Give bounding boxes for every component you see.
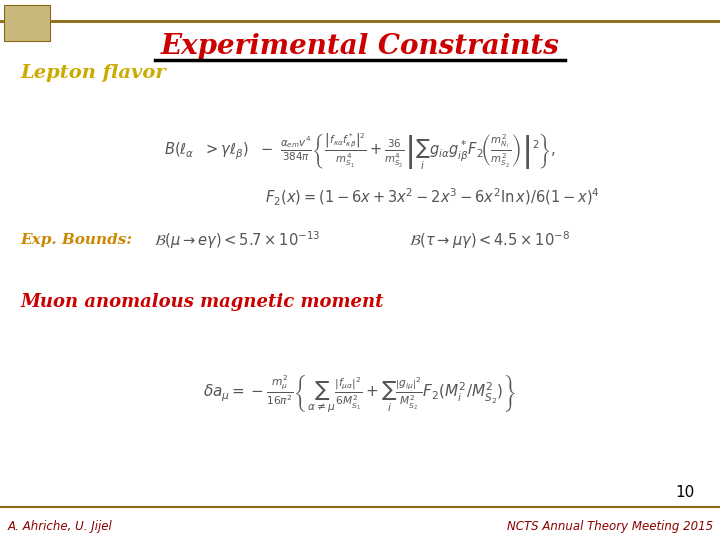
FancyBboxPatch shape: [4, 5, 50, 40]
Text: A. Ahriche, U. Jijel: A. Ahriche, U. Jijel: [7, 520, 112, 533]
Text: $\mathcal{B}(\mu \to e\gamma) < 5.7\times 10^{-13}$: $\mathcal{B}(\mu \to e\gamma) < 5.7\time…: [154, 230, 321, 251]
Text: Muon anomalous magnetic moment: Muon anomalous magnetic moment: [20, 293, 384, 312]
Text: $B(\ell_{\alpha}\ \ >\gamma\ell_{\beta})\ \ -\ \frac{\alpha_{em}v^4}{384\pi}\lef: $B(\ell_{\alpha}\ \ >\gamma\ell_{\beta})…: [164, 131, 556, 172]
Text: $\delta a_{\mu} = -\frac{m^2_{\mu}}{16\pi^2}\left\{\sum_{\alpha\neq\mu}\frac{\le: $\delta a_{\mu} = -\frac{m^2_{\mu}}{16\p…: [204, 374, 516, 415]
Text: $F_2(x) = (1 - 6x + 3x^2 - 2x^3 - 6x^2\ln x)/6(1-x)^4$: $F_2(x) = (1 - 6x + 3x^2 - 2x^3 - 6x^2\l…: [264, 186, 600, 208]
Text: $\mathcal{B}(\tau \to \mu\gamma) < 4.5\times 10^{-8}$: $\mathcal{B}(\tau \to \mu\gamma) < 4.5\t…: [409, 230, 570, 251]
Text: Experimental Constraints: Experimental Constraints: [161, 33, 559, 60]
Text: Lepton flavor: Lepton flavor: [20, 64, 166, 82]
Text: Exp. Bounds:: Exp. Bounds:: [20, 233, 132, 247]
Text: 10: 10: [675, 485, 695, 500]
Text: NCTS Annual Theory Meeting 2015: NCTS Annual Theory Meeting 2015: [507, 520, 713, 533]
